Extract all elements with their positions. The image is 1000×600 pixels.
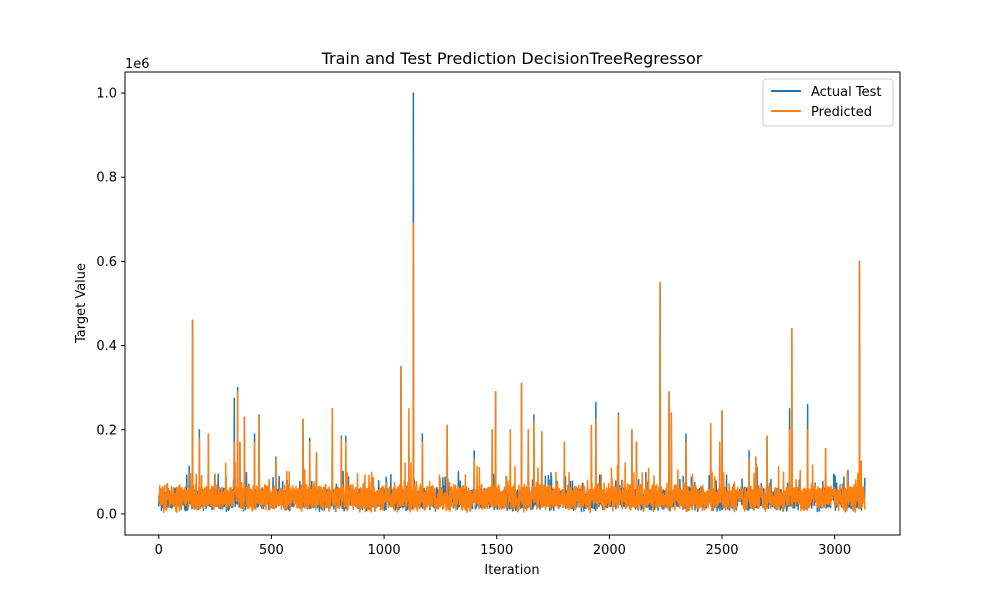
y-tick-label: 0.2 [96,423,117,438]
series-line-predicted [158,222,866,514]
series-layer [158,92,866,514]
y-tick-label: 0.6 [96,255,117,270]
x-tick-label: 2000 [593,543,626,558]
plot-frame [124,71,901,536]
chart-title: Train and Test Prediction DecisionTreeRe… [321,49,703,68]
x-tick-label: 500 [259,543,284,558]
x-tick-label: 1500 [480,543,513,558]
y-axis-label: Target Value [74,263,89,344]
y-axis: 0.0 0.2 0.4 0.6 0.8 1.0 [96,87,125,522]
x-tick-label: 2500 [705,543,738,558]
x-axis: 0 500 1000 1500 2000 2500 3000 [155,535,851,558]
y-tick-label: 1.0 [96,87,117,102]
x-tick-label: 1000 [368,543,401,558]
y-tick-label: 0.8 [96,171,117,186]
x-tick-label: 0 [155,543,163,558]
legend-label-actual-test: Actual Test [811,85,881,100]
x-tick-label: 3000 [818,543,851,558]
legend-label-predicted: Predicted [811,105,872,120]
x-axis-label: Iteration [484,563,539,578]
legend: Actual Test Predicted [762,78,894,127]
y-scale-label: 1e6 [125,57,150,72]
y-tick-label: 0.0 [96,507,117,522]
y-tick-label: 0.4 [96,339,117,354]
